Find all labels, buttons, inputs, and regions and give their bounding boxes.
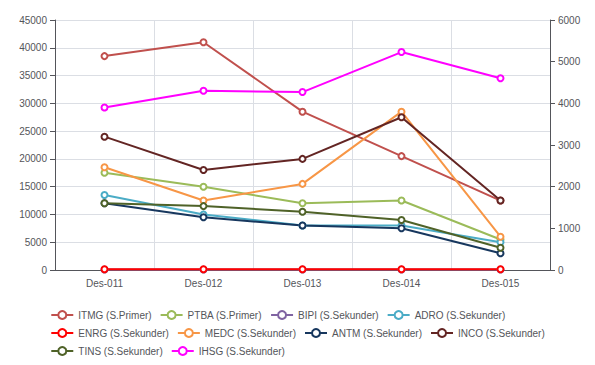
svg-text:Des-012: Des-012 xyxy=(185,278,223,289)
svg-text:Des-011: Des-011 xyxy=(86,278,123,289)
svg-text:5000: 5000 xyxy=(25,237,48,248)
svg-text:ANTM (S.Sekunder): ANTM (S.Sekunder) xyxy=(332,328,422,339)
svg-text:Des-013: Des-013 xyxy=(284,278,322,289)
svg-text:5000: 5000 xyxy=(558,56,581,67)
svg-text:0: 0 xyxy=(558,265,564,276)
svg-text:30000: 30000 xyxy=(19,98,47,109)
svg-text:10000: 10000 xyxy=(19,209,47,220)
svg-text:MEDC (S.Sekunder): MEDC (S.Sekunder) xyxy=(205,328,296,339)
svg-text:IHSG (S.Sekunder): IHSG (S.Sekunder) xyxy=(199,346,285,357)
svg-text:Des-015: Des-015 xyxy=(482,278,520,289)
svg-text:15000: 15000 xyxy=(19,181,47,192)
svg-text:ADRO (S.Sekunder): ADRO (S.Sekunder) xyxy=(415,310,506,321)
svg-text:1000: 1000 xyxy=(558,223,581,234)
svg-text:ITMG (S.Primer): ITMG (S.Primer) xyxy=(78,310,151,321)
svg-text:3000: 3000 xyxy=(558,140,581,151)
svg-text:0: 0 xyxy=(41,265,47,276)
svg-text:TINS (S.Sekunder): TINS (S.Sekunder) xyxy=(78,346,162,357)
svg-text:ENRG (S.Sekunder): ENRG (S.Sekunder) xyxy=(78,328,169,339)
svg-text:45000: 45000 xyxy=(19,15,47,26)
svg-text:4000: 4000 xyxy=(558,98,581,109)
svg-text:PTBA (S.Primer): PTBA (S.Primer) xyxy=(188,310,262,321)
svg-text:20000: 20000 xyxy=(19,153,47,164)
svg-text:BIPI (S.Sekunder): BIPI (S.Sekunder) xyxy=(298,310,379,321)
svg-text:6000: 6000 xyxy=(558,15,581,26)
svg-text:INCO (S.Sekunder): INCO (S.Sekunder) xyxy=(458,328,545,339)
svg-text:25000: 25000 xyxy=(19,126,47,137)
svg-text:35000: 35000 xyxy=(19,70,47,81)
svg-text:2000: 2000 xyxy=(558,181,581,192)
svg-text:Des-014: Des-014 xyxy=(383,278,421,289)
svg-text:40000: 40000 xyxy=(19,42,47,53)
